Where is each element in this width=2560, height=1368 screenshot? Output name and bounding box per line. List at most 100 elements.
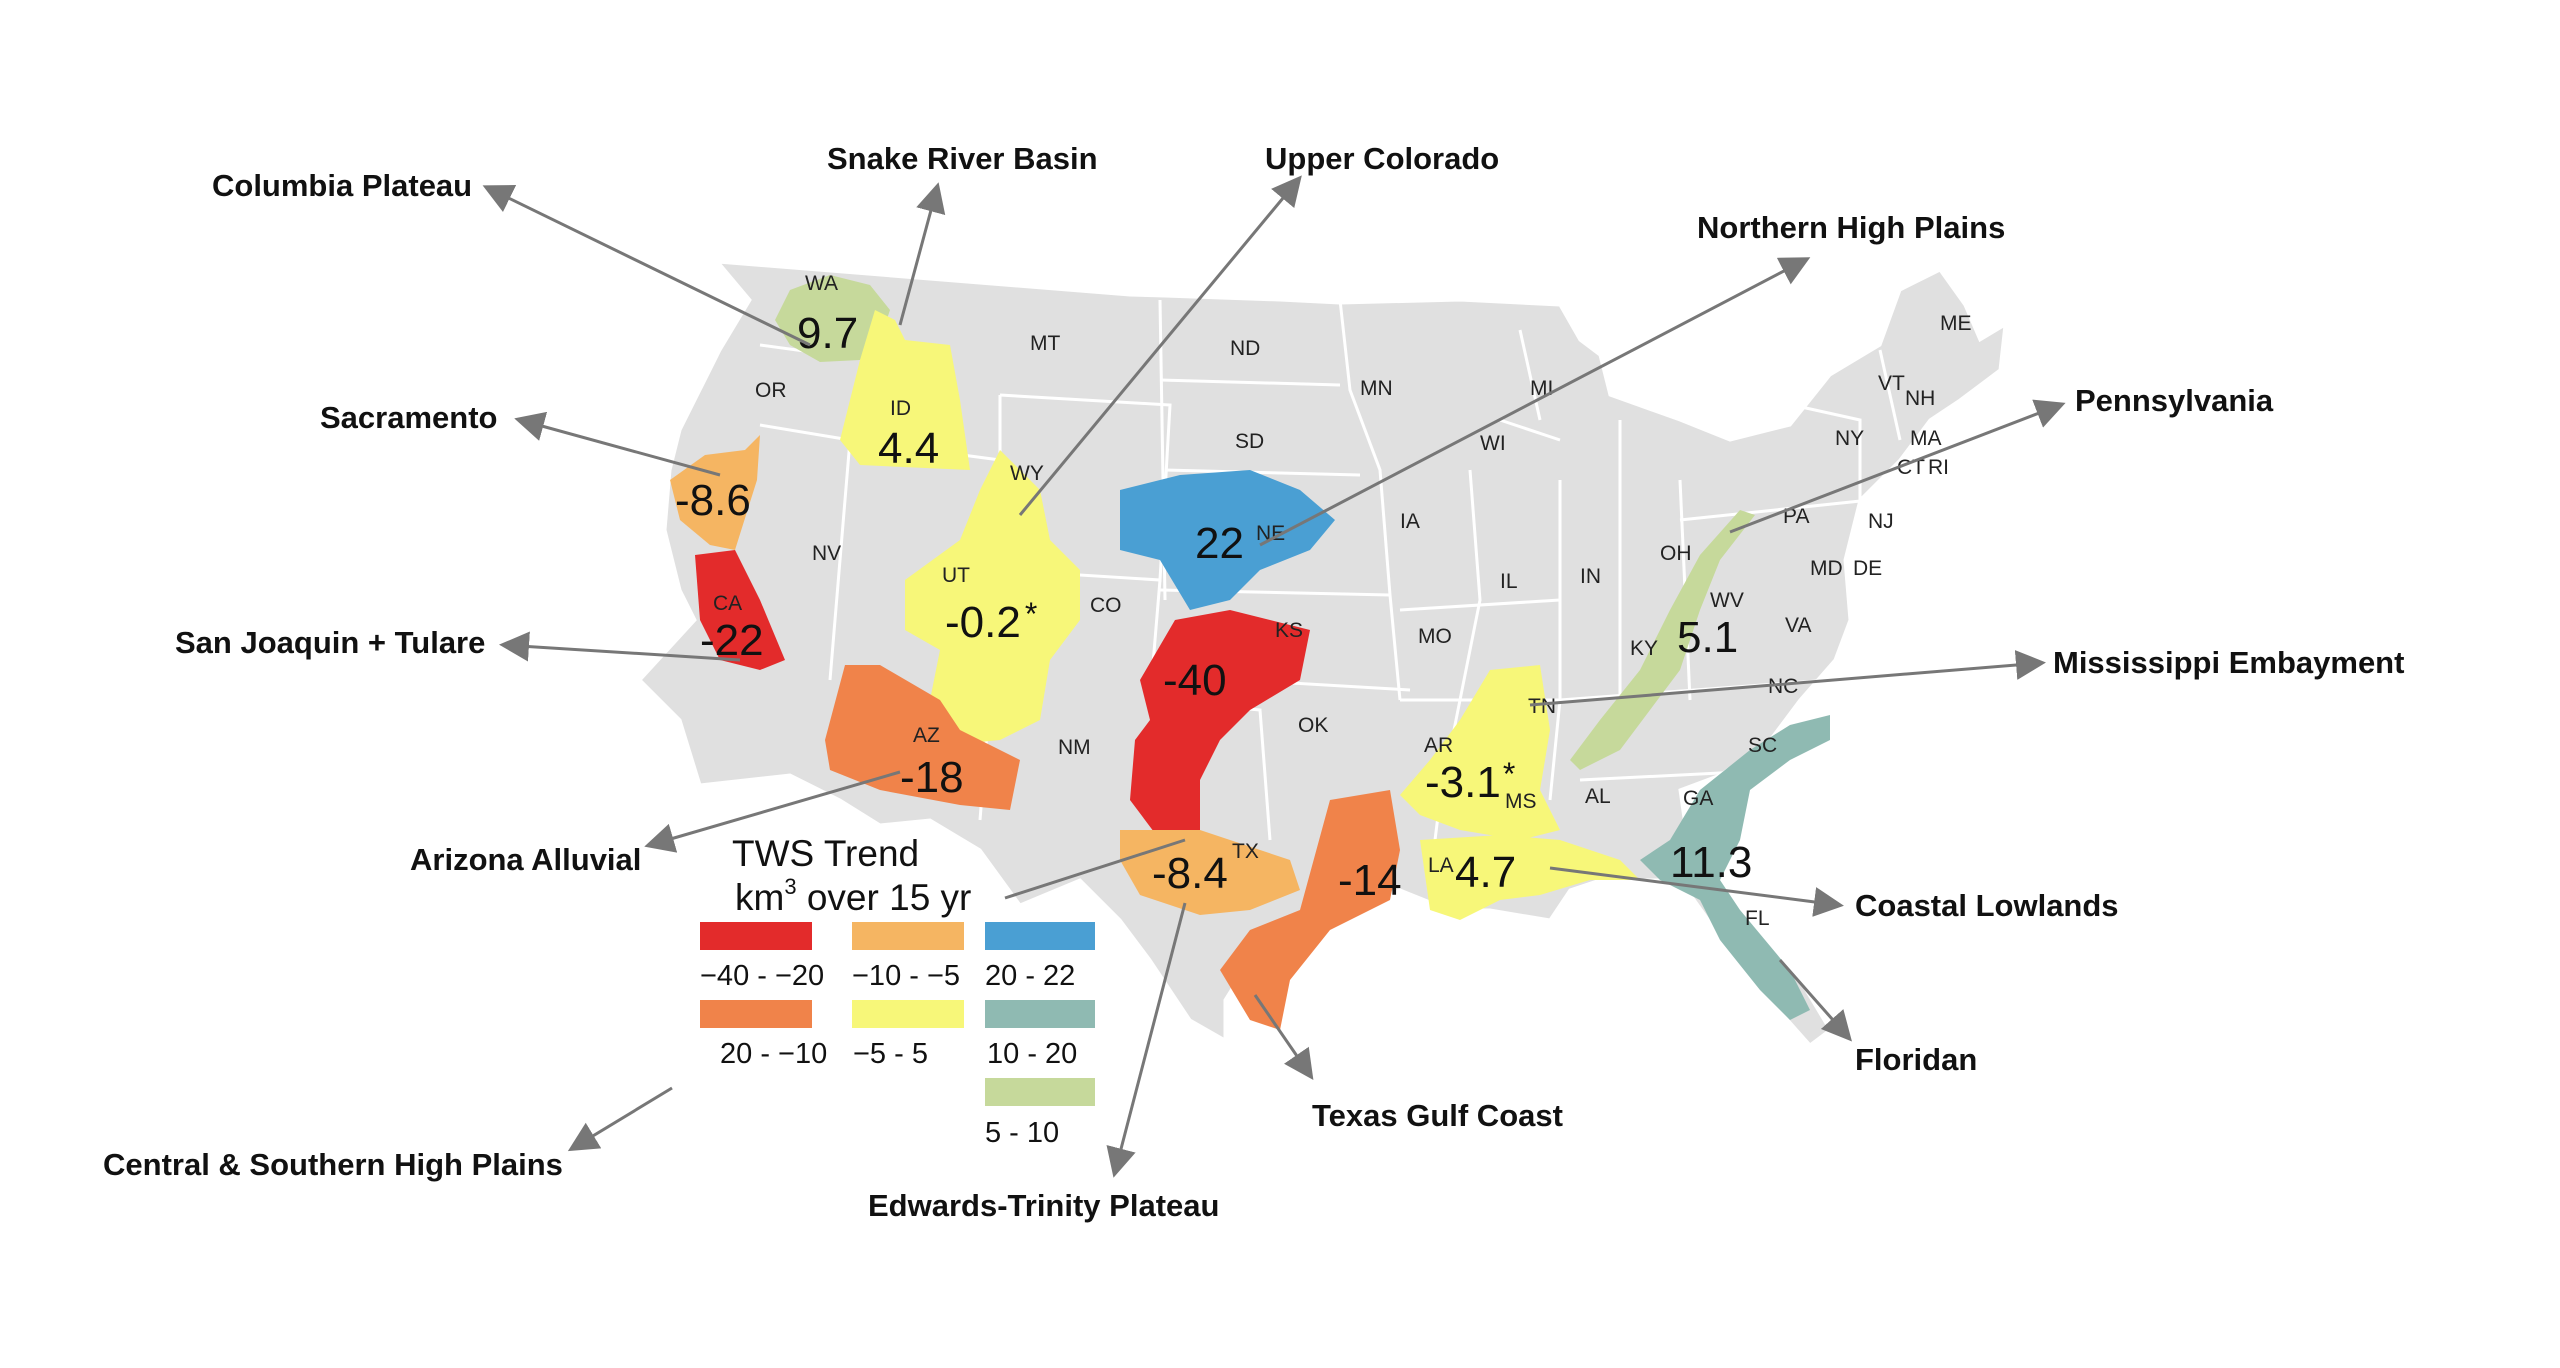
callout-label: Upper Colorado [1265, 141, 1499, 176]
state-label: CO [1090, 594, 1122, 617]
state-label: AZ [913, 724, 940, 747]
callout-arrow [1549, 866, 1844, 917]
region-value: 9.7 [797, 309, 858, 358]
state-label: NM [1058, 736, 1091, 759]
region-value: 11.3 [1670, 838, 1752, 887]
region-edwards-trinity-plateau [1120, 830, 1300, 915]
state-label: ND [1230, 337, 1260, 360]
callout-labels: Columbia Plateau Snake River Basin Upper… [103, 141, 2404, 1223]
callout-label: Edwards-Trinity Plateau [868, 1188, 1219, 1223]
state-label: ID [890, 397, 911, 420]
region-upper-colorado [905, 450, 1080, 745]
legend-swatch [700, 1000, 812, 1028]
region-sacramento [670, 435, 760, 550]
callout-label: Floridan [1855, 1042, 1977, 1077]
callout-label: Coastal Lowlands [1855, 888, 2119, 923]
state-label: NC [1768, 675, 1798, 698]
region-columbia-plateau [775, 275, 890, 362]
state-label: KS [1275, 619, 1303, 642]
state-label: MO [1418, 625, 1452, 648]
state-label: PA [1783, 505, 1809, 528]
legend-label: −40 - −20 [700, 960, 824, 992]
callout-label: Mississippi Embayment [2053, 645, 2404, 680]
callout-label: Northern High Plains [1697, 210, 2005, 245]
callout-arrow [514, 411, 721, 477]
state-label: IA [1400, 510, 1420, 533]
state-label: LA [1428, 854, 1454, 877]
legend-label: −10 - −5 [852, 960, 960, 992]
region-value: -8.4 [1152, 849, 1228, 898]
region-values: 9.7 4.4 -0.2 * 22 5.1 -8.6 -22 -3.1* -18 … [675, 309, 1752, 905]
legend-label: 10 - 20 [987, 1038, 1077, 1070]
state-label: MA [1910, 427, 1942, 450]
state-label: KY [1630, 637, 1658, 660]
state-label: NE [1256, 522, 1285, 545]
state-label: WI [1480, 432, 1506, 455]
state-label: IN [1580, 565, 1601, 588]
region-value: -14 [1338, 856, 1402, 905]
state-label: CT [1897, 456, 1925, 479]
legend-swatch [985, 1078, 1095, 1106]
callout-label: Texas Gulf Coast [1312, 1098, 1563, 1133]
callout-arrow [1259, 257, 1811, 547]
callout-arrow [567, 1086, 673, 1152]
callout-label: Snake River Basin [827, 141, 1098, 176]
region-central-southern-high-plains [1130, 610, 1310, 840]
state-label: NJ [1868, 510, 1894, 533]
legend-label: −5 - 5 [853, 1038, 928, 1070]
region-texas-gulf-coast [1220, 790, 1400, 1030]
region-mississippi-embayment [1400, 665, 1560, 840]
callout-arrow [1106, 902, 1187, 1178]
region-arizona-alluvial [825, 665, 1020, 810]
region-northern-high-plains [1120, 470, 1335, 610]
region-value: 5.1 [1677, 613, 1738, 662]
state-labels: WA OR ID MT ND MN MI ME VT NH NY MA CT R… [713, 272, 1972, 930]
legend-swatch [852, 1000, 964, 1028]
state-label: MN [1360, 377, 1393, 400]
callout-label: Pennsylvania [2075, 383, 2274, 418]
callout-arrow [1004, 838, 1186, 900]
state-label: TX [1232, 840, 1259, 863]
callout-label: San Joaquin + Tulare [175, 625, 485, 660]
state-label: AR [1424, 734, 1453, 757]
region-value: -40 [1163, 656, 1227, 705]
legend-label: 5 - 10 [985, 1117, 1059, 1149]
legend-swatch [852, 922, 964, 950]
legend-swatch [985, 1000, 1095, 1028]
state-label: MD [1810, 557, 1843, 580]
legend: TWS Trend km3 over 15 yr −40 - −20 −10 -… [700, 833, 1095, 1149]
region-value: -18 [900, 753, 964, 802]
callout-arrow [1253, 994, 1314, 1080]
state-label: WV [1710, 589, 1744, 612]
state-label: WA [805, 272, 838, 295]
region-san-joaquin-tulare [695, 550, 785, 670]
state-label: MS [1505, 790, 1537, 813]
state-label: NY [1835, 427, 1864, 450]
region-value: 22 [1195, 519, 1244, 568]
state-label: FL [1745, 907, 1770, 930]
callout-arrow [499, 631, 741, 662]
legend-label: 20 - −10 [720, 1038, 827, 1070]
region-pennsylvania [1570, 510, 1755, 770]
callout-arrow [898, 182, 946, 326]
state-label: SC [1748, 734, 1777, 757]
region-snake-river-basin [840, 310, 970, 470]
state-label: ME [1940, 312, 1972, 335]
state-label: OH [1660, 542, 1692, 565]
legend-units: km3 over 15 yr [735, 874, 971, 918]
state-label: AL [1585, 785, 1611, 808]
callout-arrow [482, 185, 811, 347]
legend-label: 20 - 22 [985, 960, 1075, 992]
state-label: CA [713, 592, 742, 615]
legend-swatch [700, 922, 812, 950]
legend-title: TWS Trend [732, 833, 919, 874]
state-label: VT [1878, 372, 1905, 395]
state-label: UT [942, 564, 970, 587]
state-label: VA [1785, 614, 1811, 637]
state-label: SD [1235, 430, 1264, 453]
callout-arrow [1529, 650, 2046, 707]
state-label: DE [1853, 557, 1882, 580]
legend-swatch [985, 922, 1095, 950]
state-label: WY [1010, 462, 1044, 485]
